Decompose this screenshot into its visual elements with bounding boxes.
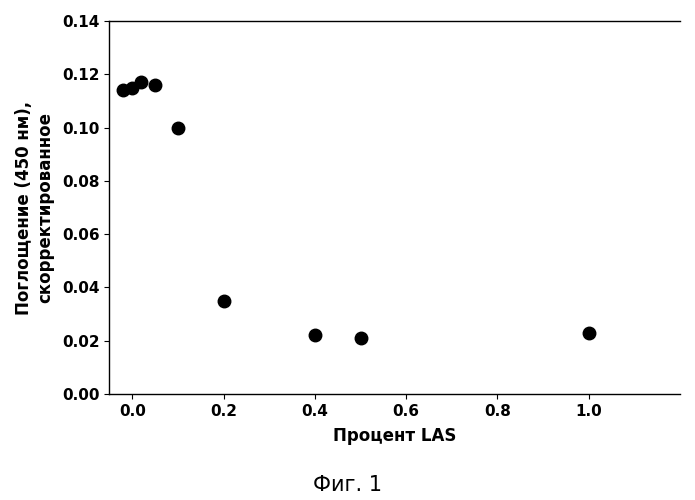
- Y-axis label: Поглощение (450 нм),
скорректированное: Поглощение (450 нм), скорректированное: [15, 100, 54, 314]
- Text: Фиг. 1: Фиг. 1: [313, 475, 382, 495]
- Point: [172, 124, 183, 132]
- Point: [136, 78, 147, 86]
- Point: [583, 328, 594, 336]
- Point: [117, 86, 129, 94]
- Point: [309, 332, 320, 340]
- Point: [218, 296, 229, 304]
- Point: [149, 81, 161, 89]
- X-axis label: Процент LAS: Процент LAS: [333, 427, 457, 445]
- Point: [355, 334, 366, 342]
- Point: [126, 84, 138, 92]
